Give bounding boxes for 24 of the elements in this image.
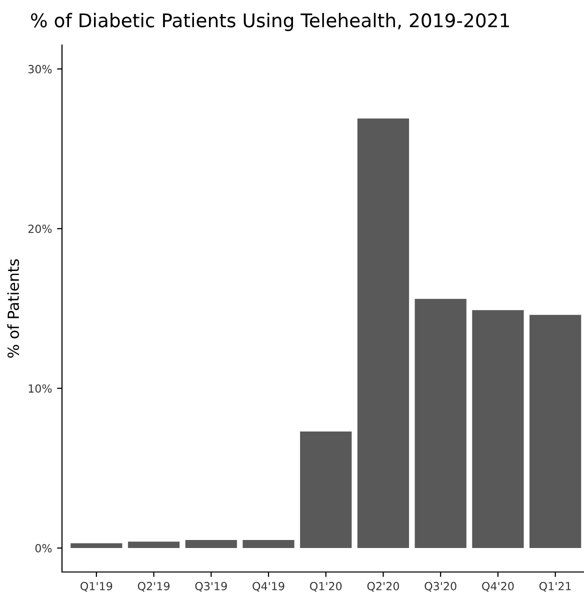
x-tick-label: Q1'19 [80,582,112,592]
x-tick-label: Q3'19 [195,582,227,592]
x-tick-label: Q2'19 [138,582,170,592]
y-tick-label: 30% [28,64,52,74]
bar [530,314,582,548]
x-tick-label: Q3'20 [424,582,456,592]
x-tick-label: Q2'20 [367,582,399,592]
bar [472,310,524,548]
bar [242,540,294,548]
bar [128,542,180,548]
bar [185,540,237,548]
chart-title: % of Diabetic Patients Using Telehealth, 2019-2021 [31,12,509,32]
x-tick-label: Q1'20 [310,582,342,592]
y-tick-label: 10% [28,384,52,393]
bar [414,298,466,548]
bar [357,118,410,548]
y-tick-label: 0% [35,544,52,552]
y-tick-label: 20% [28,224,52,234]
x-tick-label: Q4'20 [482,582,514,592]
bar [300,431,352,548]
y-axis-title: % of Patients [7,259,20,358]
x-tick-label: Q1'21 [539,582,571,592]
bar [70,543,122,548]
x-tick-label: Q4'19 [252,582,284,592]
